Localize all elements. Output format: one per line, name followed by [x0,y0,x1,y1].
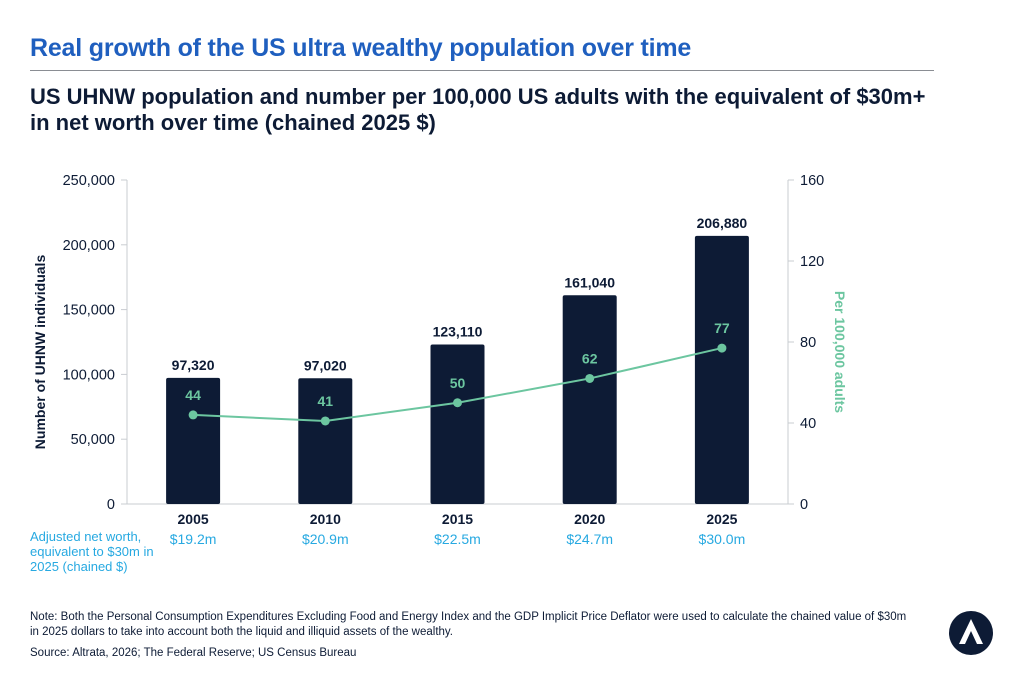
y-tick-label-right: 0 [800,497,808,513]
chart-subtitle: US UHNW population and number per 100,00… [30,84,926,135]
line-value-label: 44 [185,387,201,403]
altrata-logo-icon [949,611,993,655]
line-point [585,373,595,383]
title-divider [30,70,934,71]
adjusted-net-worth-label: Adjusted net worth, equivalent to $30m i… [30,529,154,574]
y-tick-label-right: 40 [800,416,816,432]
line-value-label: 50 [450,375,466,391]
line-value-label: 77 [714,320,730,336]
line-value-label: 62 [582,350,598,366]
bar [298,378,353,504]
y-axis-left-title: Number of UHNW individuals [32,255,48,450]
adjusted-net-worth-value: $30.0m [699,531,746,547]
y-axis-right-title: Per 100,000 adults [832,291,848,413]
bar [562,295,617,504]
y-tick-label-left: 250,000 [63,173,115,189]
bar-value-label: 97,320 [172,357,215,373]
line-value-label: 41 [318,393,334,409]
bar-value-label: 161,040 [564,274,615,290]
x-tick-label: 2015 [442,511,473,527]
bar-value-label: 97,020 [304,357,347,373]
y-tick-label-left: 0 [107,497,115,513]
adjusted-net-worth-value: $22.5m [434,531,481,547]
combo-chart: 0 50,000 100,000 150,000 200,000 250,000 0 40 80… [32,173,848,547]
x-tick-label: 2025 [706,511,737,527]
line-point [188,410,198,420]
chart-source: Source: Altrata, 2026; The Federal Reser… [30,647,357,659]
page-title: Real growth of the US ultra wealthy popu… [30,34,692,62]
y-tick-label-left: 150,000 [63,303,115,319]
y-tick-label-left: 200,000 [63,238,115,254]
bar [694,235,749,504]
y-tick-label-left: 50,000 [71,432,115,448]
x-tick-label: 2020 [574,511,605,527]
line-point [717,343,727,353]
bar-value-label: 206,880 [697,215,748,231]
bar [430,344,485,504]
bar-value-label: 123,110 [433,323,483,339]
y-tick-label-right: 120 [800,254,824,270]
line-point [320,416,330,426]
x-tick-label: 2010 [310,511,341,527]
y-tick-label-left: 100,000 [63,367,115,383]
chart-note: Note: Both the Personal Consumption Expe… [30,611,907,638]
adjusted-net-worth-value: $24.7m [566,531,613,547]
adjusted-net-worth-value: $20.9m [302,531,349,547]
y-tick-label-right: 80 [800,335,816,351]
bar [166,377,221,504]
adjusted-net-worth-value: $19.2m [170,531,217,547]
line-point [453,398,462,408]
x-tick-label: 2005 [178,511,209,527]
y-tick-label-right: 160 [800,173,824,189]
